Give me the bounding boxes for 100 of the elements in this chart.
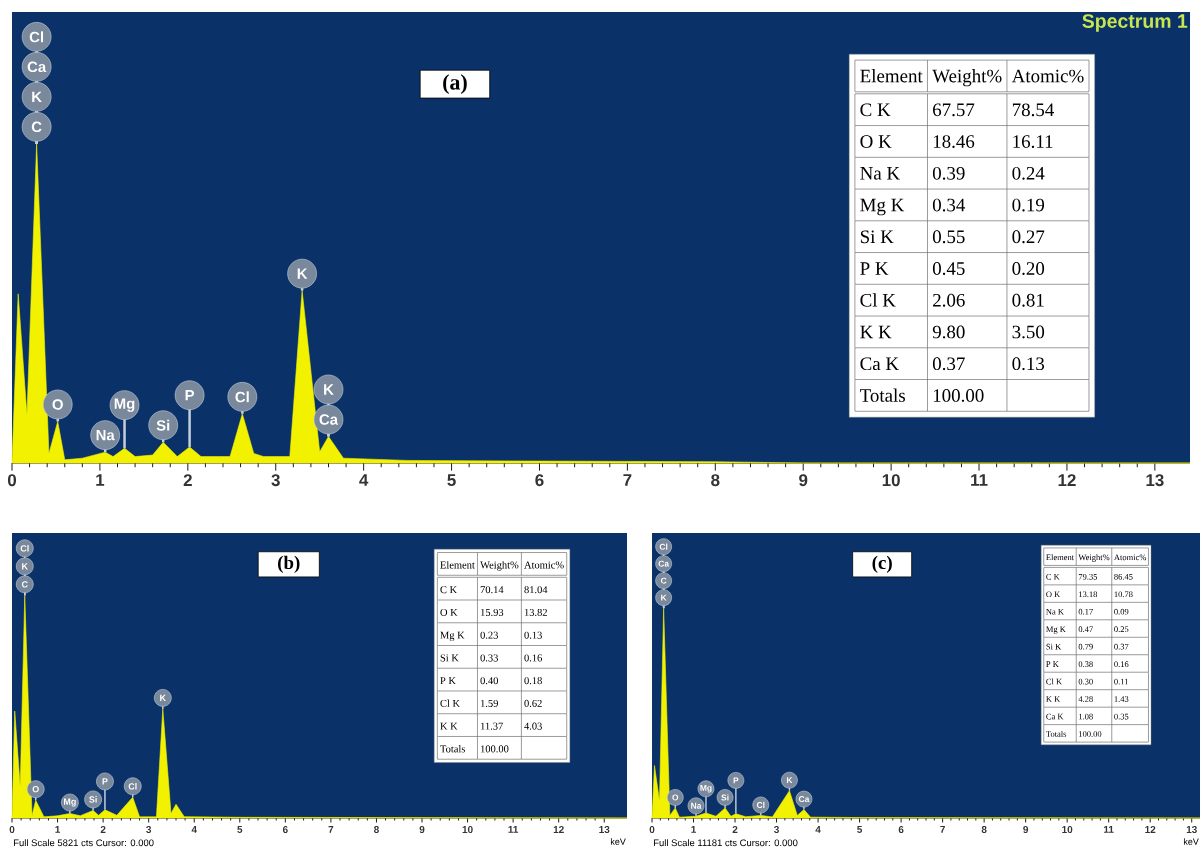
category-label: C K xyxy=(1046,573,1060,580)
x-tick-label: 3 xyxy=(774,826,779,834)
legend-title: Element xyxy=(860,69,923,83)
category-label: Cl K xyxy=(1046,678,1063,685)
annotation: K xyxy=(22,563,28,570)
annotation: Na xyxy=(691,802,702,809)
data-label: 15.93 xyxy=(481,608,504,616)
text: Full Scale 5821 cts Cursor: 0.000 xyxy=(13,839,154,847)
data-label: 86.45 xyxy=(1114,573,1133,580)
data-label: 0.55 xyxy=(932,230,965,244)
annotation: C xyxy=(31,121,42,133)
annotation: K xyxy=(297,268,308,279)
data-label: 11.37 xyxy=(481,722,503,730)
annotation: Si xyxy=(156,419,170,431)
x-tick-label: 3 xyxy=(146,826,152,834)
data-label: 10.78 xyxy=(1114,591,1133,598)
category-label: Na K xyxy=(860,167,900,180)
category-label: K K xyxy=(860,325,892,339)
x-tick-label: 13 xyxy=(1146,474,1164,487)
x-tick-label: 10 xyxy=(1062,826,1073,834)
x-tick-label: 8 xyxy=(711,474,720,487)
annotation: K xyxy=(32,91,42,102)
data-label: 0.13 xyxy=(1012,357,1045,371)
data-label: 0.40 xyxy=(480,677,498,685)
category-label: Totals xyxy=(1046,730,1067,737)
text: Atomic% xyxy=(524,561,564,569)
x-tick-label: 7 xyxy=(940,826,945,833)
data-label: 70.14 xyxy=(480,586,504,594)
x-tick-label: 0 xyxy=(7,474,17,487)
x-tick-label: 3 xyxy=(271,474,280,487)
annotation: Ca xyxy=(658,560,670,567)
x-tick-label: 6 xyxy=(898,826,904,834)
category-label: Cl K xyxy=(440,699,460,707)
data-label: 100.00 xyxy=(933,389,984,402)
x-tick-label: 13 xyxy=(599,826,610,834)
x-tick-label: 0 xyxy=(9,826,15,834)
category-label: Totals xyxy=(440,745,466,753)
data-label: 0.81 xyxy=(1012,293,1044,307)
x-tick-label: 11 xyxy=(971,474,988,486)
annotation: Ca xyxy=(319,414,339,425)
annotation: Ca xyxy=(27,61,47,73)
x-tick-label: 2 xyxy=(732,826,738,833)
annotation: Mg xyxy=(700,785,712,793)
data-label: 1.08 xyxy=(1079,713,1093,720)
category-label: O K xyxy=(440,608,458,616)
data-label: 0.16 xyxy=(524,654,542,662)
data-label: 0.11 xyxy=(1114,678,1128,685)
annotation: Cl xyxy=(659,543,668,550)
annotation: O xyxy=(32,785,39,793)
x-tick-label: 7 xyxy=(328,826,334,833)
x-tick-label: 0 xyxy=(649,826,655,834)
category-label: Ca K xyxy=(1046,713,1064,720)
data-label: 0.17 xyxy=(1078,608,1093,615)
x-tick-label: 2 xyxy=(183,474,192,486)
x-tick-label: 2 xyxy=(100,826,106,833)
category-label: Si K xyxy=(440,654,459,662)
category-label: O K xyxy=(1046,591,1061,598)
data-label: 3.50 xyxy=(1012,325,1045,339)
x-tick-label: 8 xyxy=(981,826,987,834)
annotation: Si xyxy=(721,794,729,801)
series-label: Weight% xyxy=(480,561,519,571)
annotation: K xyxy=(661,594,667,601)
category-label: Totals xyxy=(860,388,905,402)
x-tick-label: 1 xyxy=(55,826,61,833)
annotation: C xyxy=(21,581,28,588)
x-tick-label: 5 xyxy=(857,826,863,833)
category-label: Mg K xyxy=(860,198,905,216)
x-axis-title: keV xyxy=(610,838,626,845)
data-label: 13.82 xyxy=(524,608,547,616)
x-tick-label: 11 xyxy=(508,826,519,833)
data-label: 0.23 xyxy=(480,631,498,639)
annotation: Cl xyxy=(756,801,765,809)
series-label: Weight% xyxy=(932,69,1002,87)
category-label: O K xyxy=(860,135,892,148)
data-label: 2.06 xyxy=(933,293,965,307)
annotation: O xyxy=(672,794,679,801)
x-tick-label: 7 xyxy=(623,474,632,486)
category-label: K K xyxy=(1046,696,1061,702)
category-label: K K xyxy=(440,722,458,730)
x-tick-label: 12 xyxy=(1058,474,1076,486)
category-label: P K xyxy=(440,677,456,685)
data-label: 0.16 xyxy=(1114,661,1129,668)
chart-title: (a) xyxy=(443,74,467,95)
data-label: 4.28 xyxy=(1078,696,1093,702)
annotation: Ca xyxy=(798,796,810,803)
x-tick-label: 11 xyxy=(1104,826,1114,833)
data-label: 9.80 xyxy=(932,325,965,339)
x-tick-label: 12 xyxy=(553,826,564,833)
x-tick-label: 4 xyxy=(191,826,197,833)
data-label: 0.38 xyxy=(1078,661,1093,668)
category-label: C K xyxy=(440,586,458,594)
category-label: Cl K xyxy=(860,293,896,307)
legend-title: Element xyxy=(1046,554,1075,561)
data-label: 67.57 xyxy=(933,103,975,117)
data-label: 0.27 xyxy=(1012,230,1045,244)
data-label: 13.18 xyxy=(1079,591,1098,598)
category-label: Si K xyxy=(1046,643,1062,650)
chart-subtitle: Spectrum 1 xyxy=(1082,14,1188,32)
data-label: 0.37 xyxy=(932,357,965,371)
data-label: 0.09 xyxy=(1114,608,1129,615)
